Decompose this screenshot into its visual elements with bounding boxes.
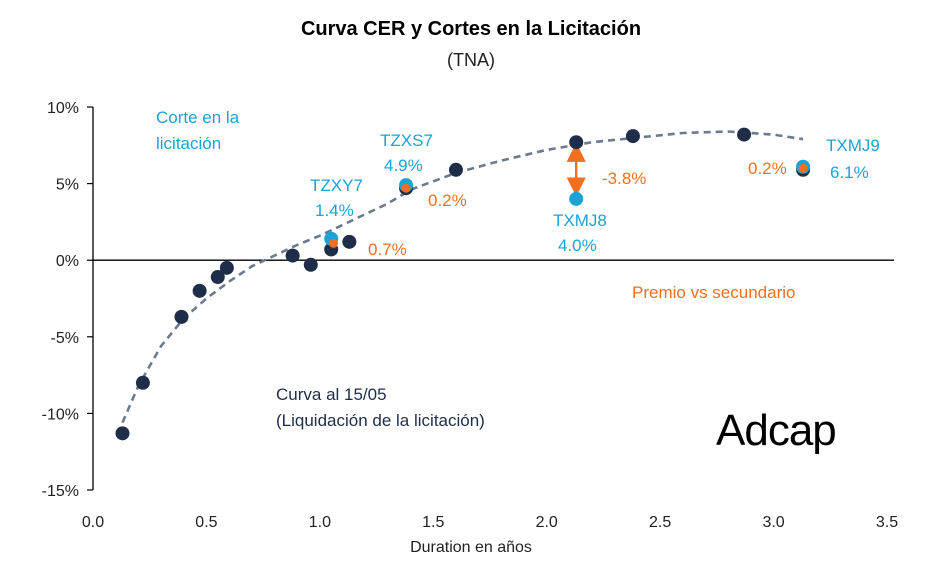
legend-premium: Premio vs secundario	[632, 283, 795, 302]
adcap-logo: Adcap	[716, 406, 836, 455]
legend-auction-line1: Corte en la	[156, 108, 240, 127]
y-tick-label: 5%	[56, 177, 79, 194]
chart-subtitle: (TNA)	[447, 50, 495, 70]
tzxs7-label: TZXS7	[380, 131, 433, 150]
y-tick-label: 10%	[47, 100, 79, 117]
chart-title: Curva CER y Cortes en la Licitación	[300, 18, 642, 40]
premium-point	[798, 163, 808, 173]
x-tick-label: 3.5	[876, 514, 898, 531]
txmj8-label: TXMJ8	[553, 211, 607, 230]
txmj9-label: TXMJ9	[826, 136, 880, 155]
tzxs7-value: 4.9%	[384, 156, 423, 175]
curve-point	[448, 162, 463, 177]
x-tick-label: 2.5	[649, 514, 671, 531]
x-tick-label: 0.0	[82, 514, 104, 531]
x-tick-label: 2.0	[536, 514, 558, 531]
curve-point	[135, 375, 150, 390]
premium-point	[401, 183, 411, 193]
curve-point	[303, 257, 318, 272]
curve-point	[115, 426, 130, 441]
tzxs7-premium: 0.2%	[428, 191, 467, 210]
y-tick-label: -5%	[51, 330, 79, 347]
curve-point	[192, 283, 207, 298]
x-tick-label: 1.0	[309, 514, 331, 531]
x-axis-label: Duration en años	[410, 539, 532, 556]
txmj9-value: 6.1%	[830, 163, 869, 182]
curve-point	[737, 127, 752, 142]
y-tick-label: 0%	[56, 253, 79, 270]
txmj8-premium: -3.8%	[602, 169, 646, 188]
legend-auction-line2: licitación	[156, 134, 221, 153]
y-tick-label: -10%	[42, 406, 79, 423]
legend-curve-line2: (Liquidación de la licitación)	[276, 411, 485, 430]
auction-point	[569, 191, 584, 206]
txmj8-value: 4.0%	[558, 236, 597, 255]
tzxy7-value: 1.4%	[315, 201, 354, 220]
y-tick-label: -15%	[42, 483, 79, 500]
curve-point	[625, 129, 640, 144]
curve-point	[285, 248, 300, 263]
txmj9-premium: 0.2%	[748, 159, 787, 178]
premium-point	[328, 238, 338, 248]
curve-point	[174, 309, 189, 324]
legend-curve-line1: Curva al 15/05	[276, 385, 387, 404]
x-tick-label: 3.0	[762, 514, 784, 531]
tzxy7-premium: 0.7%	[368, 240, 407, 259]
x-tick-label: 1.5	[422, 514, 444, 531]
tzxy7-label: TZXY7	[310, 176, 363, 195]
curve-point	[219, 260, 234, 275]
x-tick-label: 0.5	[195, 514, 217, 531]
curve-point	[342, 234, 357, 249]
curve-point	[210, 270, 225, 285]
curve-point	[569, 135, 584, 150]
